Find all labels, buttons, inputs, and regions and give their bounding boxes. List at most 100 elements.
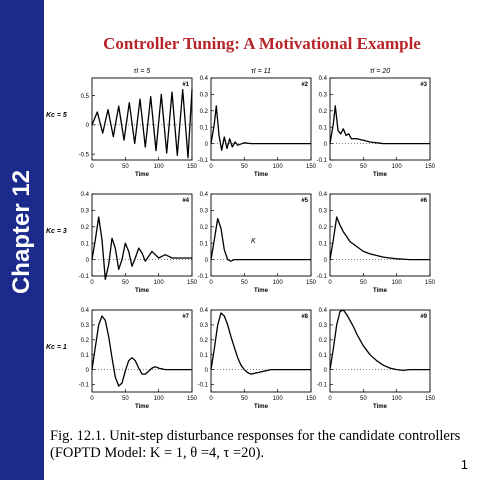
x-tick-label: 0 (328, 396, 332, 402)
x-tick-label: 150 (425, 164, 436, 170)
response-curve (329, 105, 430, 145)
y-tick-label: 0 (324, 368, 328, 374)
x-tick-label: 150 (306, 280, 317, 286)
panel-frame (329, 77, 431, 161)
y-tick-label: 0.4 (319, 76, 328, 82)
y-tick-label: 0 (205, 142, 209, 148)
x-tick-label: 50 (122, 396, 129, 402)
y-tick-label: 0 (324, 258, 328, 264)
y-tick-label: -0.1 (317, 383, 328, 389)
y-tick-label: 0.3 (81, 323, 90, 329)
x-tick-label: 100 (273, 396, 284, 402)
y-tick-label: 0.3 (200, 209, 209, 215)
slide-title: Controller Tuning: A Motivational Exampl… (103, 34, 421, 53)
response-curve (329, 216, 430, 261)
y-tick-label: -0.1 (317, 274, 328, 280)
x-tick-label: 50 (241, 396, 248, 402)
panel-label: #9 (420, 314, 427, 320)
y-tick-label: 0 (86, 258, 90, 264)
x-tick-label: 50 (122, 280, 129, 286)
y-tick-label: 0.2 (319, 338, 328, 344)
x-tick-label: 150 (425, 280, 436, 286)
y-tick-label: 0.4 (81, 308, 90, 314)
y-tick-label: 0.4 (319, 192, 328, 198)
response-curve (91, 89, 193, 159)
y-tick-label: -0.1 (198, 383, 209, 389)
x-tick-label: 50 (122, 164, 129, 170)
y-tick-label: -0.1 (79, 383, 90, 389)
x-tick-label: 150 (187, 164, 198, 170)
panel-frame (329, 193, 431, 277)
y-tick-label: 0 (86, 123, 90, 129)
row-label: Kc = 5 (46, 112, 67, 119)
x-tick-label: 0 (209, 280, 213, 286)
y-tick-label: 0.1 (319, 241, 328, 247)
x-axis-label: Time (135, 404, 150, 410)
y-tick-label: 0.2 (200, 338, 209, 344)
slide-number: 1 (460, 457, 468, 472)
response-curve (329, 309, 430, 372)
figure-caption: Fig. 12.1. Unit-step disturbance respons… (50, 428, 470, 462)
x-axis-label: Time (254, 288, 269, 294)
x-tick-label: 0 (328, 280, 332, 286)
column-header: τI = 11 (251, 68, 271, 75)
y-tick-label: -0.1 (198, 274, 209, 280)
row-label: Kc = 1 (46, 344, 67, 351)
y-tick-label: 0.2 (319, 109, 328, 115)
y-tick-label: 0.2 (200, 225, 209, 231)
x-tick-label: 100 (392, 164, 403, 170)
panel-label: #6 (420, 198, 427, 204)
y-tick-label: 0.5 (81, 94, 90, 100)
x-axis-label: Time (135, 172, 150, 178)
chapter-sidebar: Chapter 12 (0, 0, 44, 480)
y-tick-label: 0.3 (319, 209, 328, 215)
x-axis-label: Time (254, 404, 269, 410)
y-tick-label: 0 (205, 258, 209, 264)
y-tick-label: 0.3 (81, 209, 90, 215)
y-tick-label: 0.4 (200, 308, 209, 314)
panel-frame (210, 77, 312, 161)
y-tick-label: 0.1 (200, 125, 209, 131)
x-tick-label: 100 (273, 164, 284, 170)
x-tick-label: 50 (360, 164, 367, 170)
response-curve (210, 105, 311, 151)
response-curve (210, 312, 311, 375)
x-tick-label: 50 (241, 164, 248, 170)
panel-frame (210, 309, 312, 393)
x-tick-label: 150 (306, 396, 317, 402)
y-tick-label: 0.3 (319, 323, 328, 329)
x-tick-label: 0 (90, 164, 94, 170)
caption-line-2: (FOPTD Model: K = 1, θ =4, τ =20). (50, 445, 265, 461)
x-tick-label: 50 (360, 396, 367, 402)
x-tick-label: 50 (360, 280, 367, 286)
y-tick-label: -0.1 (79, 274, 90, 280)
x-tick-label: 0 (90, 280, 94, 286)
x-tick-label: 150 (187, 396, 198, 402)
y-tick-label: 0.1 (81, 241, 90, 247)
x-axis-label: Time (373, 404, 388, 410)
response-figure: τI = 5 τI = 11 τI = 20 Kc = 5 Kc = 3 Kc = 1 -0… (46, 68, 436, 410)
x-tick-label: 150 (306, 164, 317, 170)
x-axis-label: Time (373, 172, 388, 178)
x-tick-label: 50 (241, 280, 248, 286)
y-tick-label: 0.3 (200, 323, 209, 329)
x-tick-label: 100 (154, 164, 165, 170)
x-tick-label: 150 (425, 396, 436, 402)
column-header: τI = 5 (134, 68, 151, 75)
panel-label: #2 (301, 82, 308, 88)
x-tick-label: 0 (90, 396, 94, 402)
panel-annotation: K (251, 238, 256, 245)
x-axis-label: Time (373, 288, 388, 294)
y-tick-label: 0.2 (200, 109, 209, 115)
y-tick-label: 0.1 (200, 353, 209, 359)
panel-frame (210, 193, 312, 277)
chapter-label: Chapter 12 (8, 169, 35, 295)
panel-frame (91, 193, 193, 277)
x-axis-label: Time (254, 172, 269, 178)
y-tick-label: 0.4 (319, 308, 328, 314)
y-tick-label: 0.4 (200, 76, 209, 82)
y-tick-label: 0 (86, 368, 90, 374)
x-tick-label: 100 (154, 280, 165, 286)
x-tick-label: 150 (187, 280, 198, 286)
x-tick-label: 100 (392, 396, 403, 402)
